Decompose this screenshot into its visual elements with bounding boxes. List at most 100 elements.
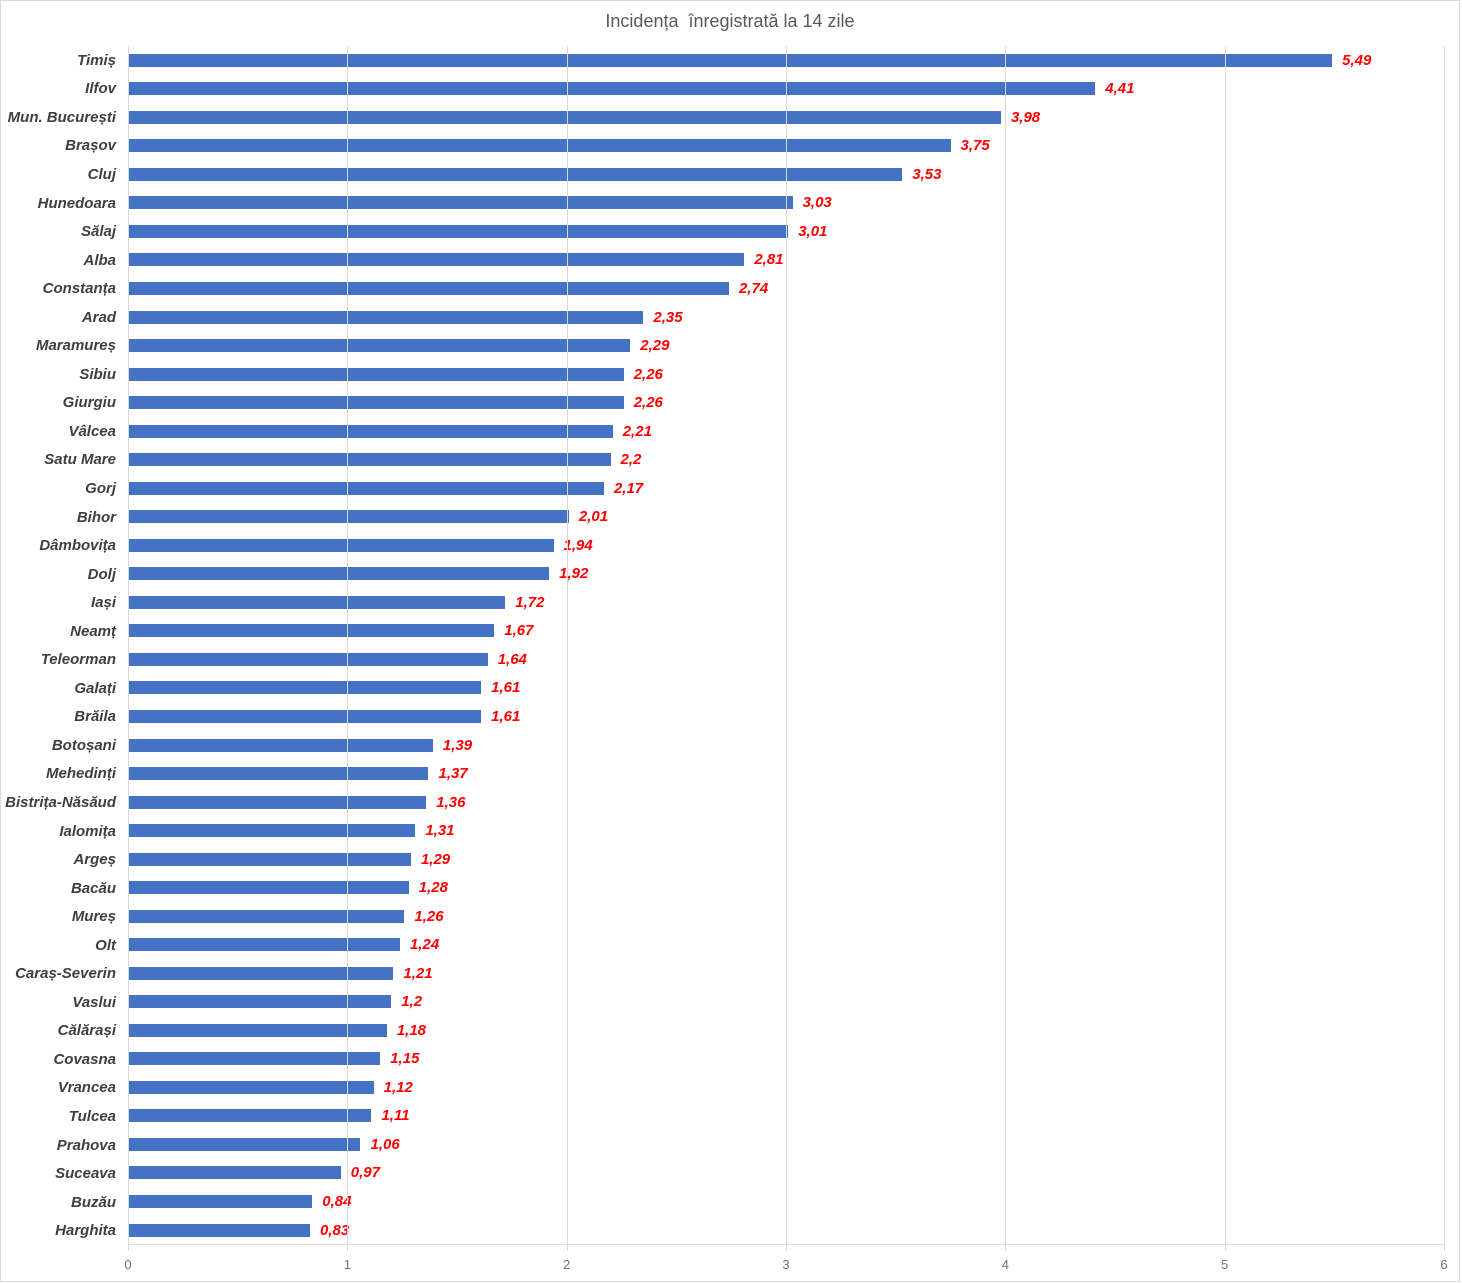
category-label: Caraș-Severin <box>15 965 116 983</box>
chart-row: 1,61 <box>128 702 1444 731</box>
chart-row: 1,21 <box>128 959 1444 988</box>
category-label: Hunedoara <box>37 194 116 212</box>
value-label: 2,26 <box>633 394 663 412</box>
category-label: Brăila <box>74 708 116 726</box>
value-label: 2,81 <box>754 251 784 269</box>
chart-row: 1,36 <box>128 788 1444 817</box>
bar <box>128 224 789 238</box>
axis-tick-mark <box>566 1244 568 1251</box>
bar <box>128 881 409 895</box>
chart-row: 1,64 <box>128 645 1444 674</box>
bar <box>128 681 482 695</box>
bar <box>128 1166 341 1180</box>
category-label: Covasna <box>53 1050 116 1068</box>
category-label: Vrancea <box>57 1079 116 1097</box>
bar <box>128 196 793 210</box>
chart-row: 1,72 <box>128 588 1444 617</box>
bar <box>128 310 644 324</box>
bar <box>128 966 394 980</box>
category-label: Dolj <box>87 565 116 583</box>
chart-row: 1,29 <box>128 845 1444 874</box>
chart-row: 1,37 <box>128 759 1444 788</box>
chart-row: 2,21 <box>128 417 1444 446</box>
category-label: Galați <box>74 679 116 697</box>
chart-row: 4,41 <box>128 75 1444 104</box>
category-label: Cluj <box>87 165 116 183</box>
category-labels: Timiș Ilfov Mun. București Brașov Cluj Hunedo… <box>1 46 128 1245</box>
value-label: 3,98 <box>1010 108 1041 126</box>
bar <box>128 738 433 752</box>
chart-row: 1,61 <box>128 674 1444 703</box>
category-label: Bihor <box>76 508 116 526</box>
bar <box>128 339 631 353</box>
value-label: 1,15 <box>390 1050 420 1068</box>
bar <box>128 538 554 552</box>
x-tick-label: 6 <box>1440 1257 1448 1272</box>
category-label: Suceava <box>55 1165 116 1183</box>
category-label: Maramureș <box>35 337 116 355</box>
value-label: 1,36 <box>436 793 466 811</box>
gridline <box>1224 46 1226 1244</box>
category-label: Iași <box>90 594 116 612</box>
category-label: Bistrița-Năsăud <box>5 793 116 811</box>
bar <box>128 282 729 296</box>
bar <box>128 595 506 609</box>
axis-tick-mark <box>128 1244 129 1251</box>
bar <box>128 510 569 524</box>
category-label: Arad <box>81 308 116 326</box>
category-label: Constanța <box>42 280 116 298</box>
chart-row: 3,98 <box>128 103 1444 132</box>
value-label: 3,53 <box>912 165 942 183</box>
category-label: Brașov <box>65 137 116 155</box>
value-label: 1,61 <box>491 679 521 697</box>
category-label: Sibiu <box>79 365 116 383</box>
bar <box>128 795 427 809</box>
category-label: Argeș <box>73 851 116 869</box>
value-label: 1,21 <box>403 964 433 982</box>
bar <box>128 1137 361 1151</box>
gridline <box>566 46 568 1244</box>
value-label: 2,26 <box>633 365 663 383</box>
bar <box>128 424 613 438</box>
x-tick-label: 0 <box>124 1257 132 1272</box>
gridline <box>347 46 349 1244</box>
value-label: 1,18 <box>396 1021 427 1039</box>
chart-row: 1,92 <box>128 560 1444 589</box>
value-label: 1,94 <box>563 536 593 554</box>
category-label: Satu Mare <box>44 451 116 469</box>
category-label: Neamț <box>70 622 116 640</box>
value-label: 1,61 <box>491 707 521 725</box>
x-tick-label: 4 <box>1001 1257 1009 1272</box>
value-label: 3,01 <box>798 222 828 240</box>
chart-row: 1,15 <box>128 1045 1444 1074</box>
category-label: Mun. București <box>7 108 116 126</box>
category-label: Olt <box>95 936 116 954</box>
chart-row: 5,49 <box>128 46 1444 75</box>
category-label: Vâlcea <box>68 422 116 440</box>
chart-row: 0,84 <box>128 1187 1444 1216</box>
value-label: 1,12 <box>383 1078 413 1096</box>
bar <box>128 253 745 267</box>
chart-row: 1,26 <box>128 902 1444 931</box>
chart-row: 1,24 <box>128 930 1444 959</box>
category-label: Dâmbovița <box>39 537 116 555</box>
value-label: 1,31 <box>425 822 455 840</box>
value-label: 1,92 <box>559 565 589 583</box>
gridline <box>786 46 787 1244</box>
value-label: 2,35 <box>653 308 683 326</box>
value-label: 0,83 <box>320 1221 350 1239</box>
value-label: 1,29 <box>420 850 451 868</box>
category-label: Ilfov <box>85 80 116 98</box>
value-label: 0,97 <box>350 1164 380 1182</box>
value-label: 1,72 <box>515 593 545 611</box>
bar <box>128 852 411 866</box>
chart-row: 3,75 <box>128 132 1444 161</box>
chart-row: 2,01 <box>128 503 1444 532</box>
value-label: 2,2 <box>620 451 642 469</box>
category-label: Călărași <box>57 1022 116 1040</box>
value-label: 3,75 <box>960 137 990 155</box>
axis-tick-mark <box>1224 1244 1226 1251</box>
axis-tick-mark <box>786 1244 787 1251</box>
bar <box>128 709 482 723</box>
